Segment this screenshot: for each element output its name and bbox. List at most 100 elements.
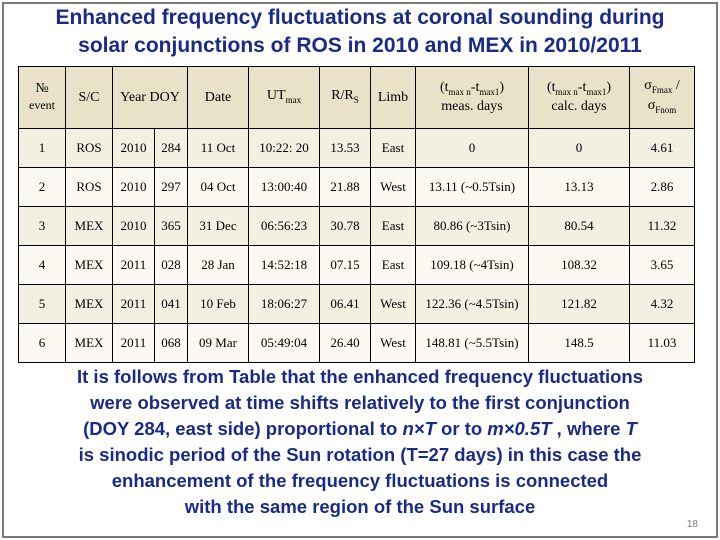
cell-doy: 365 [153,206,189,246]
header-sigma-b: / [672,77,680,93]
cell-ut: 06:56:23 [248,206,320,246]
header-ut-text: UT [266,87,286,103]
table-row: 6 MEX 2011 068 09 Mar 05:49:04 26.40 Wes… [18,323,695,363]
header-ut: UTmax [248,66,320,129]
cell-date: 28 Jan [187,245,249,285]
cell-ratio: 4.32 [629,284,695,324]
cell-limb: West [370,323,416,363]
cell-sc: MEX [65,206,113,246]
cell-meas: 13.11 (~0.5Tsin) [415,167,529,207]
header-sigma-c: σ [647,97,656,113]
cell-year: 2010 [112,128,155,168]
cell-limb: West [370,167,416,207]
cell-sc: ROS [65,167,113,207]
header-sigma-sub2: Fnom [655,104,677,115]
cell-meas: 122.36 (~4.5Tsin) [415,284,529,324]
conclusion-line-6: with the same region of the Sun surface [184,496,536,517]
cell-date: 09 Mar [187,323,249,363]
header-calc-a: (t [546,79,556,95]
cell-calc: 80.54 [528,206,630,246]
cell-ut: 14:52:18 [248,245,320,285]
cell-sc: MEX [65,245,113,285]
header-year-doy: Year DOY [112,66,188,129]
cell-doy: 068 [153,323,189,363]
cell-date: 31 Dec [187,206,249,246]
conjunction-table: № event S/C Year DOY Date UTmax R/RS Lim… [18,66,695,363]
cell-date: 04 Oct [187,167,249,207]
cell-doy: 297 [153,167,189,207]
cell-limb: West [370,284,416,324]
cell-ut: 05:49:04 [248,323,320,363]
cell-ut: 18:06:27 [248,284,320,324]
header-event-no: № event [18,66,66,129]
cell-ratio: 4.61 [629,128,695,168]
slide-title: Enhanced frequency fluctuations at coron… [0,4,720,60]
table-row: 4 MEX 2011 028 28 Jan 14:52:18 07.15 Eas… [18,245,695,285]
cell-r: 21.88 [319,167,371,207]
header-calc: (tmax n-tmax1) calc. days [528,66,630,129]
title-line-1: Enhanced frequency fluctuations at coron… [55,6,665,29]
cell-calc: 148.5 [528,323,630,363]
cell-meas: 0 [415,128,529,168]
conclusion-line-4: is sinodic period of the Sun rotation (T… [78,444,642,465]
cell-sc: MEX [65,284,113,324]
table-header-row: № event S/C Year DOY Date UTmax R/RS Lim… [18,66,695,129]
header-event-word: event [29,98,55,112]
header-date: Date [187,66,249,129]
header-sigma-sub1: Fmax [651,84,673,95]
header-calc-sub1: max n [555,86,578,97]
conclusion-line-3e: , where [551,418,626,439]
table-row: 2 ROS 2010 297 04 Oct 13:00:40 21.88 Wes… [18,167,695,207]
conclusion-text: It is follows from Table that the enhanc… [0,364,720,520]
conclusion-line-5: enhancement of the frequency fluctuation… [111,470,609,491]
conclusion-line-2: were observed at time shifts relatively … [90,392,630,413]
table-row: 5 MEX 2011 041 10 Feb 18:06:27 06.41 Wes… [18,284,695,324]
header-calc-line2: calc. days [551,99,607,115]
header-ut-sub: max [285,94,302,105]
cell-doy: 028 [153,245,189,285]
cell-limb: East [370,128,416,168]
cell-event-no: 5 [18,284,66,324]
conclusion-m05T: m×0.5T [487,418,552,439]
page-number: 18 [686,519,698,530]
cell-limb: East [370,245,416,285]
cell-ut: 13:00:40 [248,167,320,207]
cell-event-no: 1 [18,128,66,168]
cell-date: 10 Feb [187,284,249,324]
cell-r: 26.40 [319,323,371,363]
header-meas-b: -t [470,79,480,95]
cell-year: 2011 [112,245,155,285]
cell-date: 11 Oct [187,128,249,168]
cell-r: 06.41 [319,284,371,324]
conclusion-line-1: It is follows from Table that the enhanc… [76,366,644,387]
cell-meas: 148.81 (~5.5Tsin) [415,323,529,363]
header-meas: (tmax n-tmax1) meas. days [415,66,529,129]
conclusion-line-3a: (DOY 284, east side) proportional to [83,418,403,439]
cell-year: 2010 [112,167,155,207]
header-r-sub: S [353,94,359,105]
cell-calc: 0 [528,128,630,168]
header-meas-c: ) [499,79,505,95]
cell-event-no: 3 [18,206,66,246]
header-limb: Limb [370,66,416,129]
cell-meas: 109.18 (~4Tsin) [415,245,529,285]
cell-doy: 284 [153,128,189,168]
cell-meas: 80.86 (~3Tsin) [415,206,529,246]
cell-sc: MEX [65,323,113,363]
header-sc: S/C [65,66,113,129]
header-r: R/RS [319,66,371,129]
header-meas-a: (t [439,79,449,95]
header-meas-sub2: max1 [479,86,500,97]
cell-year: 2010 [112,206,155,246]
cell-year: 2011 [112,284,155,324]
cell-ratio: 11.32 [629,206,695,246]
header-calc-c: ) [606,79,612,95]
header-meas-line2: meas. days [441,99,503,115]
header-sigma-a: σ [644,77,652,93]
conclusion-line-3: (DOY 284, east side) proportional to n×T… [0,416,720,442]
table-row: 3 MEX 2010 365 31 Dec 06:56:23 30.78 Eas… [18,206,695,246]
header-meas-sub1: max n [448,86,471,97]
cell-r: 07.15 [319,245,371,285]
cell-ut: 10:22: 20 [248,128,320,168]
